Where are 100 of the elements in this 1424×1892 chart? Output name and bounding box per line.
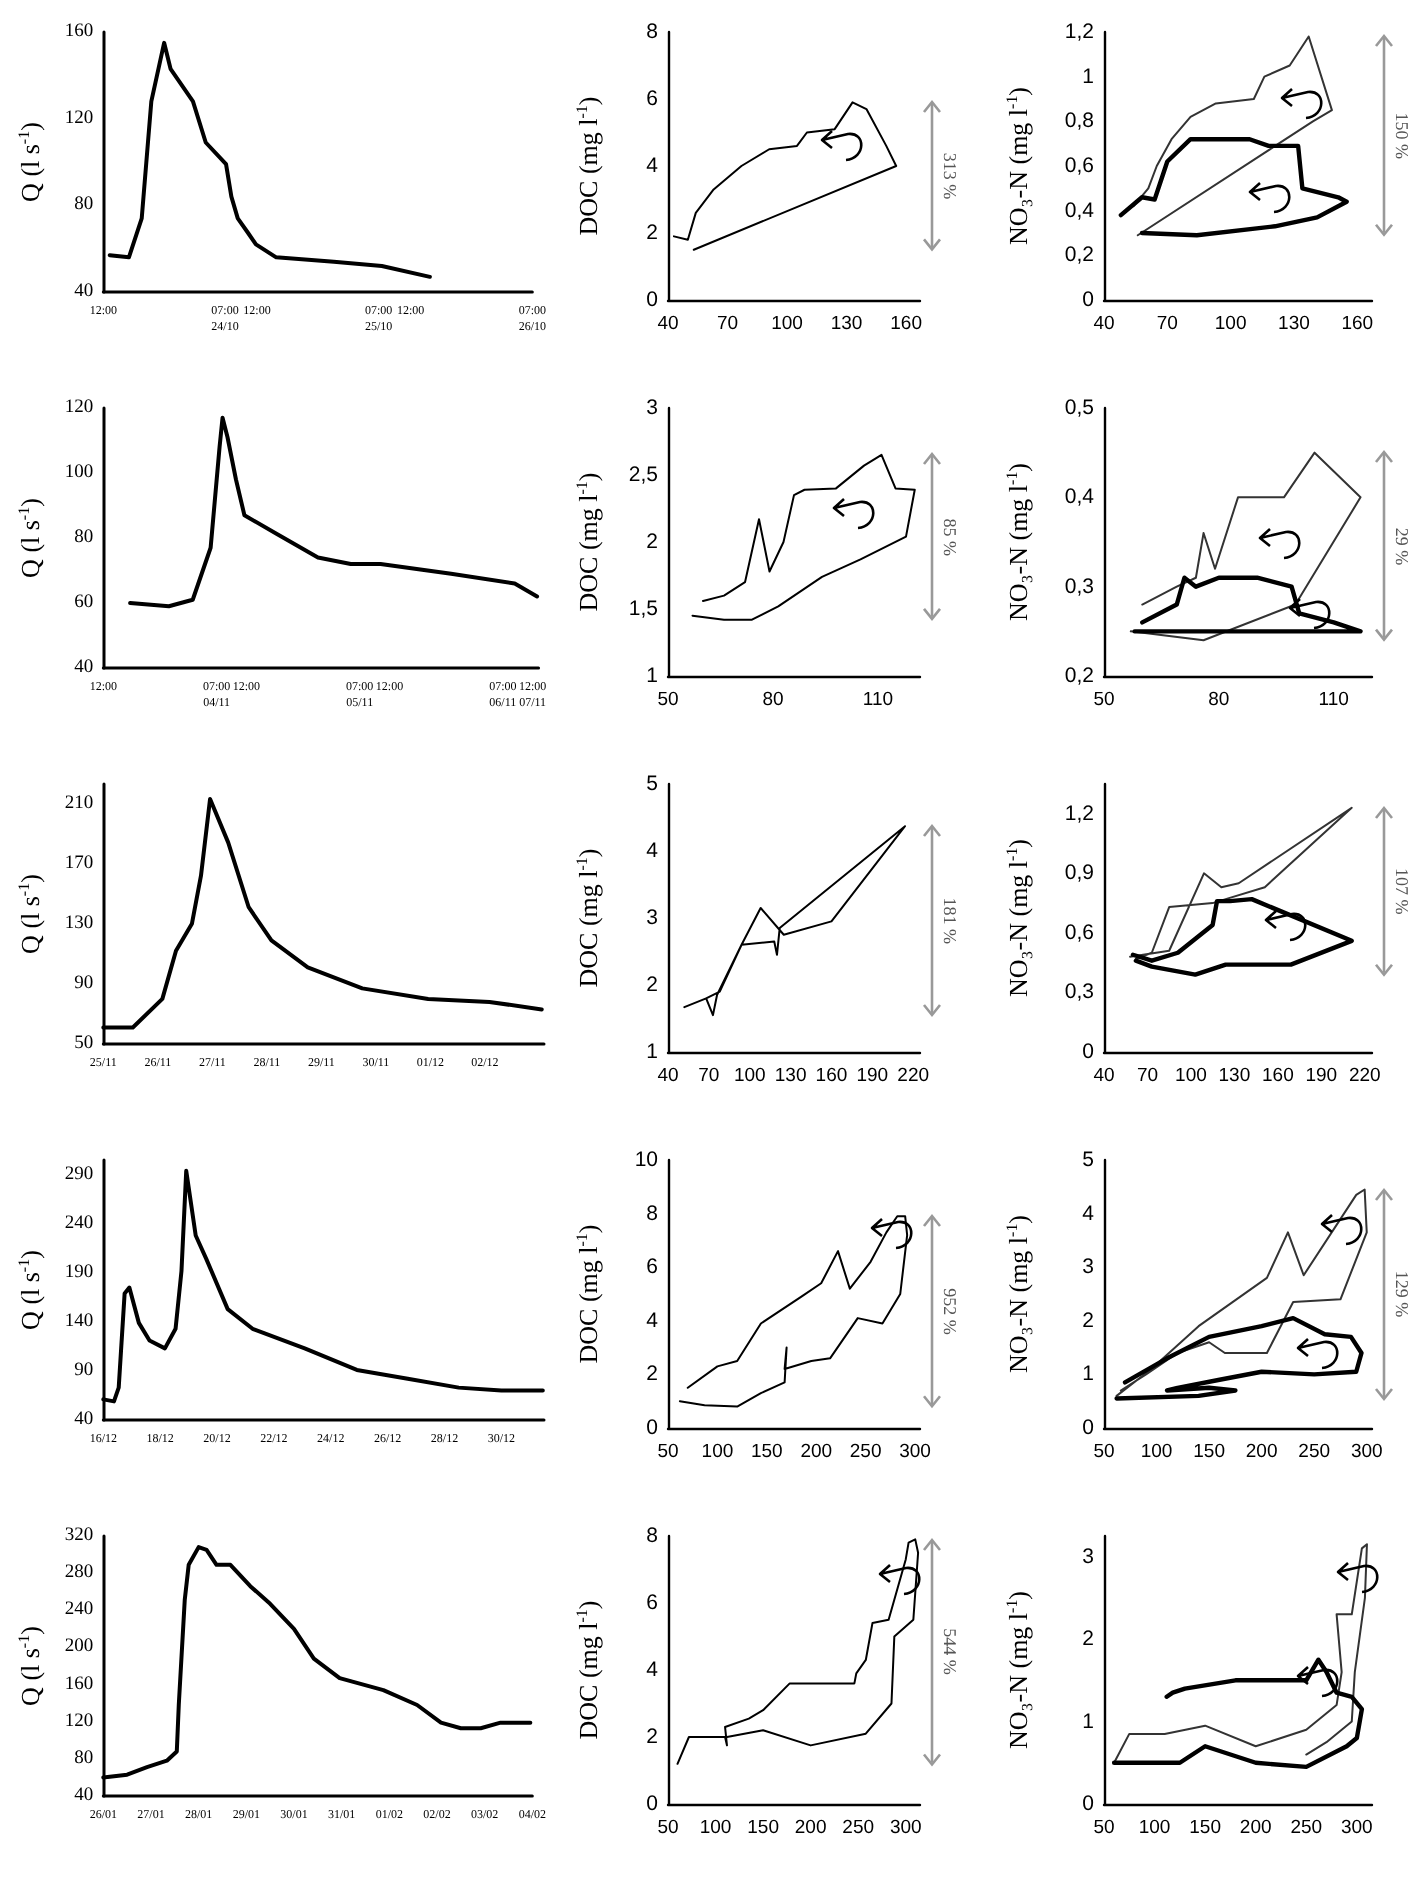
text: 150 %	[1392, 112, 1412, 161]
y-tick-label: 6	[646, 1591, 659, 1615]
y-tick-label: 140	[64, 1311, 94, 1332]
x-tick-label: 200	[1239, 1817, 1272, 1839]
x-tick-label: 80	[762, 689, 784, 711]
x-tick-label: 300	[899, 1441, 931, 1463]
x-tick-label: 190	[1305, 1065, 1338, 1087]
y-tick-label: 6	[646, 87, 659, 111]
y-tick-label: 0	[1082, 1040, 1095, 1064]
line-series	[1132, 35, 1333, 237]
x-tick-label: 130	[1278, 313, 1310, 335]
x-tick-label: 300	[1340, 1817, 1373, 1839]
x-tick-label: 130	[774, 1065, 807, 1087]
line-series	[1118, 137, 1349, 238]
x-tick-label: 250	[1290, 1817, 1323, 1839]
y-tick-label: 190	[64, 1262, 94, 1283]
line-series	[678, 1215, 909, 1408]
y-axis-title: Q (l s-1)	[15, 1626, 45, 1706]
y-tick-label: 120	[64, 1711, 94, 1732]
y-tick-label: 320	[64, 1526, 94, 1546]
text: 29 %	[1392, 527, 1412, 567]
y-tick-label: 240	[64, 1600, 94, 1621]
y-tick-label: 130	[64, 913, 94, 934]
x-tick-label: 220	[897, 1065, 930, 1087]
y-tick-label: 290	[64, 1164, 94, 1185]
x-tick-label: 70	[1136, 1065, 1159, 1087]
y-tick-label: 0	[646, 1792, 659, 1816]
y-tick-label: 1,5	[628, 597, 659, 621]
y-axis-title: DOC (mg l-1)	[573, 848, 603, 988]
line-series	[1132, 575, 1363, 634]
x-tick-label: 100	[1140, 1441, 1173, 1463]
y-tick-label: 40	[74, 1786, 94, 1806]
y-tick-label: 2	[646, 1725, 659, 1749]
x-tick-label: 250	[1298, 1441, 1331, 1463]
y-axis-title: NO₃-N (mg l-1)	[1003, 86, 1033, 246]
x-tick-label: 160	[890, 313, 922, 335]
y-tick-label: 0,2	[1064, 664, 1095, 688]
x-tick-label: 100	[1214, 313, 1247, 335]
x-tick-label: 150	[747, 1817, 779, 1839]
y-tick-label: 1,2	[1064, 801, 1095, 826]
y-tick-label: 4	[646, 839, 659, 863]
y-tick-label: 3	[646, 396, 659, 420]
y-tick-label: 4	[1082, 1201, 1095, 1226]
y-tick-label: 170	[64, 853, 94, 874]
y-tick-label: 0	[1082, 1792, 1095, 1816]
text: 107 %	[1392, 867, 1412, 916]
y-tick-label: 40	[74, 658, 94, 678]
y-tick-label: 2	[646, 221, 659, 245]
line-series	[1129, 451, 1362, 642]
text: 952 %	[940, 1288, 960, 1336]
y-tick-label: 2	[646, 530, 659, 554]
y-tick-label: 50	[74, 1034, 94, 1054]
x-tick-label: 250	[842, 1817, 875, 1839]
line-series	[1113, 1543, 1368, 1764]
y-tick-label: 0	[646, 1416, 659, 1440]
x-tick-label: 130	[830, 313, 863, 335]
y-tick-label: 4	[646, 154, 659, 178]
y-tick-label: 5	[1082, 1148, 1095, 1172]
line-series	[691, 453, 916, 621]
y-tick-label: 60	[74, 593, 94, 613]
line-series	[1111, 1657, 1365, 1770]
y-axis-title: DOC (mg l-1)	[573, 96, 603, 236]
y-axis-title: NO₃-N (mg l-1)	[1003, 1214, 1033, 1374]
x-tick-label: 100	[771, 313, 803, 335]
y-tick-label: 240	[64, 1213, 94, 1234]
x-tick-label: 100	[699, 1817, 732, 1839]
y-axis-title: Q (l s-1)	[15, 1250, 45, 1330]
y-tick-label: 3	[646, 906, 659, 930]
x-tick-label: 160	[1341, 313, 1374, 335]
line-series	[1129, 806, 1353, 960]
y-tick-label: 2	[1082, 1308, 1095, 1333]
line-series	[676, 1538, 920, 1765]
y-tick-label: 0	[646, 288, 659, 312]
y-tick-label: 40	[74, 282, 94, 302]
y-tick-label: 2	[646, 1362, 659, 1387]
y-tick-label: 160	[64, 22, 94, 42]
y-tick-label: 0,4	[1064, 485, 1095, 510]
y-tick-label: 90	[74, 973, 94, 994]
y-tick-label: 210	[64, 793, 94, 814]
x-tick-label: 150	[750, 1441, 783, 1463]
y-axis-title: DOC (mg l-1)	[573, 1600, 603, 1740]
x-tick-label: 100	[733, 1065, 766, 1087]
x-tick-label: 190	[856, 1065, 889, 1087]
y-tick-label: 0	[1082, 288, 1095, 312]
y-tick-label: 4	[646, 1658, 659, 1682]
y-tick-label: 2,5	[628, 463, 659, 487]
y-tick-label: 40	[74, 1410, 94, 1430]
x-tick-label: 300	[1350, 1441, 1383, 1463]
y-tick-label: 80	[74, 195, 94, 216]
y-tick-label: 8	[646, 20, 659, 44]
y-tick-label: 3	[1082, 1255, 1095, 1280]
y-tick-label: 100	[64, 463, 94, 483]
x-tick-label: 70	[1156, 313, 1178, 335]
y-tick-label: 1	[1082, 1709, 1095, 1734]
y-tick-label: 1	[1082, 64, 1095, 89]
y-tick-label: 0,5	[1064, 396, 1095, 420]
x-tick-label: 200	[1245, 1441, 1278, 1463]
y-axis-title: DOC (mg l-1)	[573, 1224, 603, 1364]
y-tick-label: 0,6	[1064, 920, 1095, 945]
y-tick-label: 3	[1082, 1544, 1095, 1569]
